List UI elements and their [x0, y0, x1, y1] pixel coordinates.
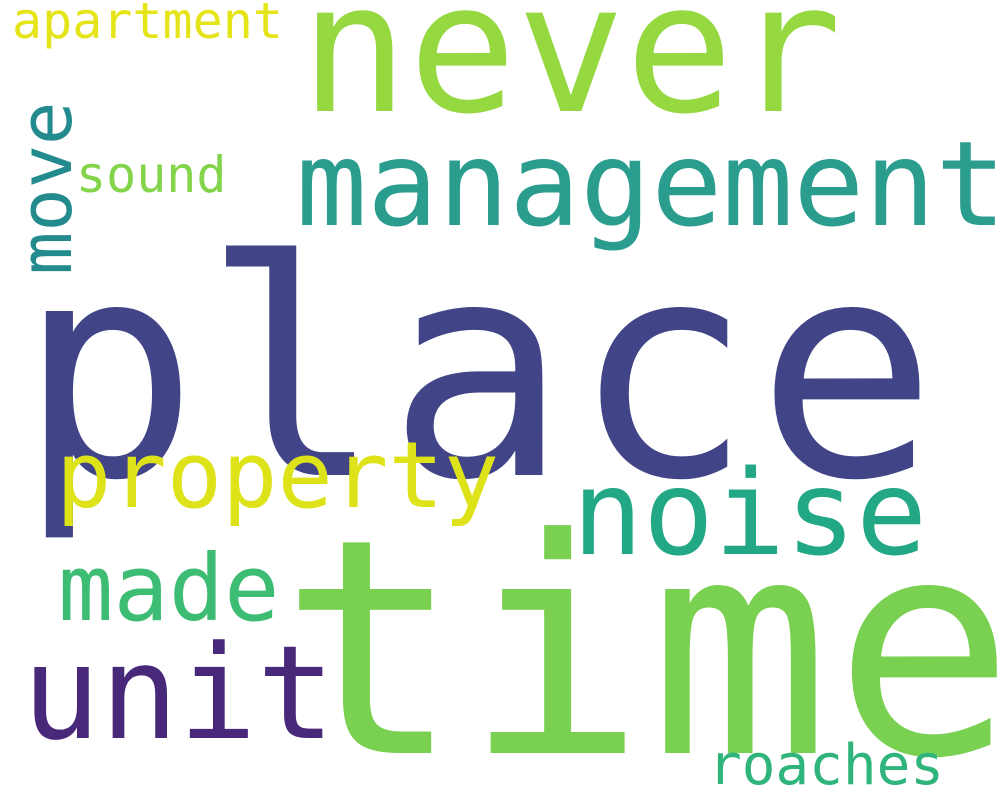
word-move: move	[4, 101, 88, 275]
word-made: made	[58, 535, 280, 642]
word-unit: unit	[22, 617, 336, 769]
word-place: place	[18, 197, 942, 546]
word-never: never	[300, 0, 842, 154]
word-noise: noise	[572, 444, 928, 582]
word-property: property	[56, 422, 500, 529]
word-time: time	[280, 475, 1000, 800]
word-roaches: roaches	[708, 733, 945, 798]
word-sound: sound	[76, 146, 227, 204]
word-management: management	[296, 115, 1000, 253]
word-apartment: apartment	[12, 0, 283, 50]
